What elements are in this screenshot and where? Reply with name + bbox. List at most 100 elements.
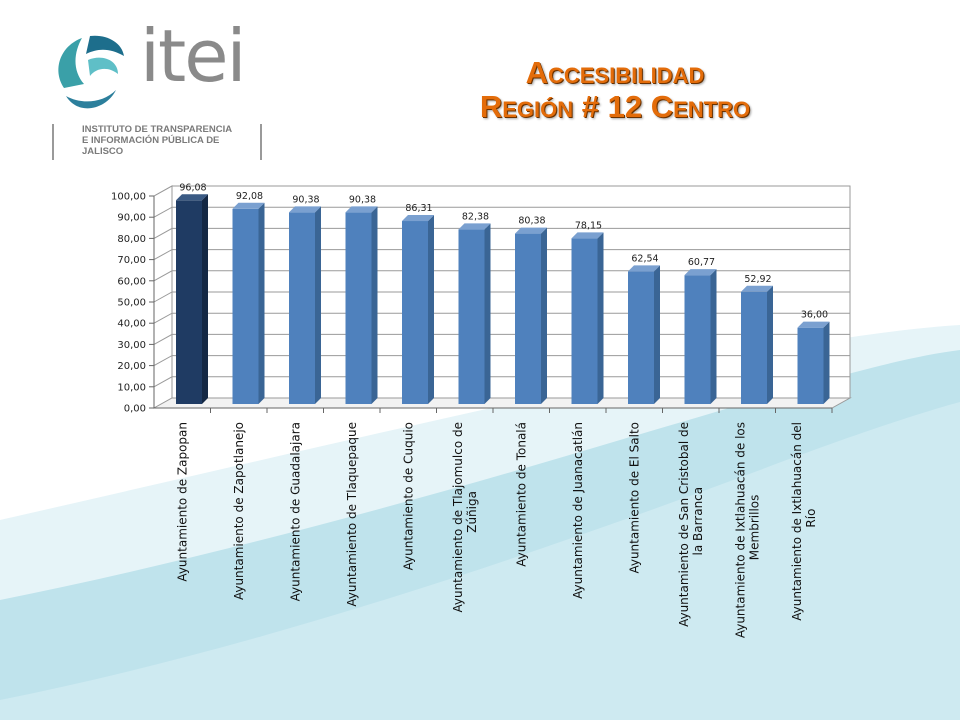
category-label-line: Ayuntamiento de Zapopan bbox=[175, 422, 189, 582]
bar-side bbox=[597, 232, 604, 404]
page-title: Accesibilidad Región # 12 Centro bbox=[400, 56, 830, 124]
gridline bbox=[153, 270, 850, 282]
y-tick-label: 0,00 bbox=[124, 404, 146, 415]
category-label: Ayuntamiento de Juanacatlán bbox=[571, 422, 585, 599]
data-label: 92,08 bbox=[236, 191, 263, 202]
category-label: Ayuntamiento de Ixtlahuacán de losMembri… bbox=[733, 422, 761, 638]
category-label: Ayuntamiento de Zapopan bbox=[175, 422, 189, 582]
data-label: 86,31 bbox=[405, 203, 432, 214]
y-tick-label: 20,00 bbox=[117, 361, 146, 372]
y-tick-label: 80,00 bbox=[117, 234, 146, 245]
y-tick-label: 90,00 bbox=[117, 213, 146, 224]
bar bbox=[176, 200, 202, 404]
y-tick-label: 30,00 bbox=[117, 340, 146, 351]
itei-emblem-icon bbox=[58, 35, 124, 109]
bar bbox=[232, 208, 259, 404]
gridline bbox=[153, 376, 850, 388]
bar-side bbox=[258, 202, 265, 404]
category-label: Ayuntamiento de Guadalajara bbox=[288, 422, 302, 601]
y-tick-label: 70,00 bbox=[117, 255, 146, 266]
bar-top bbox=[515, 227, 547, 234]
bar-top bbox=[232, 202, 265, 209]
gridline bbox=[153, 355, 850, 367]
bar bbox=[571, 238, 598, 404]
category-label-line: Ayuntamiento de El Salto bbox=[627, 422, 641, 574]
gridline bbox=[153, 249, 850, 261]
data-label: 96,08 bbox=[179, 182, 206, 193]
category-label-line: Río bbox=[804, 509, 818, 528]
bar bbox=[402, 221, 428, 404]
bar-top bbox=[176, 194, 208, 201]
y-tick-label: 60,00 bbox=[117, 276, 146, 287]
logo-subtitle: INSTITUTO DE TRANSPARENCIA E INFORMACIÓN… bbox=[52, 124, 262, 160]
bar-side bbox=[484, 223, 491, 404]
bar-side bbox=[767, 285, 773, 404]
y-tick-label: 40,00 bbox=[117, 319, 146, 330]
title-line2: Región # 12 Centro bbox=[479, 89, 751, 124]
bar bbox=[289, 212, 315, 404]
category-label-line: Ayuntamiento de Ixtlahuacán de los bbox=[733, 422, 747, 638]
data-label: 60,77 bbox=[688, 257, 715, 268]
bar-top bbox=[797, 321, 830, 328]
bar-top bbox=[684, 269, 717, 276]
bar-top bbox=[402, 215, 434, 222]
bar bbox=[515, 233, 541, 404]
category-label: Ayuntamiento de El Salto bbox=[627, 422, 641, 574]
gridline bbox=[153, 227, 850, 239]
category-label-line: Ayuntamiento de Ixtlahuacán del bbox=[790, 422, 804, 621]
category-label-line: Membrillos bbox=[747, 495, 761, 561]
category-label: Ayuntamiento de Zapotlanejo bbox=[232, 422, 246, 600]
category-label-line: Ayuntamiento de Tlajomulco de bbox=[451, 422, 465, 613]
gridline bbox=[153, 333, 850, 345]
category-label: Ayuntamiento de Tlaquepaque bbox=[345, 422, 359, 607]
title-line1: Accesibilidad bbox=[525, 55, 705, 90]
bar-side bbox=[541, 227, 547, 404]
category-label-line: Ayuntamiento de Tonalá bbox=[514, 422, 528, 567]
logo-subtitle-line1: INSTITUTO DE TRANSPARENCIA bbox=[82, 124, 233, 135]
bar bbox=[458, 229, 485, 404]
bar bbox=[628, 271, 654, 404]
bar-top bbox=[628, 265, 660, 272]
bar-top bbox=[345, 206, 378, 213]
logo-wordmark: itei bbox=[140, 14, 247, 98]
y-tick-label: 50,00 bbox=[117, 298, 146, 309]
category-label-line: Ayuntamiento de Guadalajara bbox=[288, 422, 302, 601]
data-label: 80,38 bbox=[518, 216, 545, 227]
category-label: Ayuntamiento de Tlajomulco deZúñiga bbox=[451, 422, 479, 613]
bar-side bbox=[315, 206, 321, 404]
bar bbox=[741, 291, 767, 404]
gridline bbox=[153, 206, 850, 218]
bar-side bbox=[371, 206, 378, 404]
y-tick-label: 10,00 bbox=[117, 382, 146, 393]
category-label-line: Zúñiga bbox=[465, 491, 479, 533]
category-label: Ayuntamiento de Tonalá bbox=[514, 422, 528, 567]
gridline bbox=[153, 291, 850, 303]
logo-subtitle-line2: E INFORMACIÓN PÚBLICA DE JALISCO bbox=[82, 135, 220, 157]
bar-side bbox=[654, 265, 660, 404]
bar bbox=[345, 212, 372, 404]
gridline bbox=[153, 185, 850, 197]
category-label: Ayuntamiento de Cuquio bbox=[401, 422, 415, 570]
itei-logo: itei INSTITUTO DE TRANSPARENCIA E INFORM… bbox=[44, 20, 274, 166]
bar-side bbox=[428, 215, 434, 404]
data-label: 90,38 bbox=[292, 194, 319, 205]
category-label-line: la Barranca bbox=[691, 487, 705, 556]
bar bbox=[684, 275, 711, 404]
bar-side bbox=[202, 194, 208, 404]
gridline bbox=[153, 312, 850, 324]
bar-top bbox=[741, 285, 773, 292]
bar-top bbox=[571, 232, 604, 239]
category-label-line: Ayuntamiento de Cuquio bbox=[401, 422, 415, 570]
bar-top bbox=[289, 206, 321, 213]
bar bbox=[797, 327, 824, 404]
category-label-line: Ayuntamiento de Juanacatlán bbox=[571, 422, 585, 599]
category-label-line: Ayuntamiento de Zapotlanejo bbox=[232, 422, 246, 600]
data-label: 82,38 bbox=[462, 211, 489, 222]
category-label: Ayuntamiento de Ixtlahuacán delRío bbox=[790, 422, 818, 621]
data-label: 62,54 bbox=[631, 253, 658, 264]
bar-top bbox=[458, 223, 491, 230]
data-label: 78,15 bbox=[575, 220, 602, 231]
category-label: Ayuntamiento de San Cristobal dela Barra… bbox=[677, 422, 705, 627]
bar-side bbox=[710, 269, 717, 404]
